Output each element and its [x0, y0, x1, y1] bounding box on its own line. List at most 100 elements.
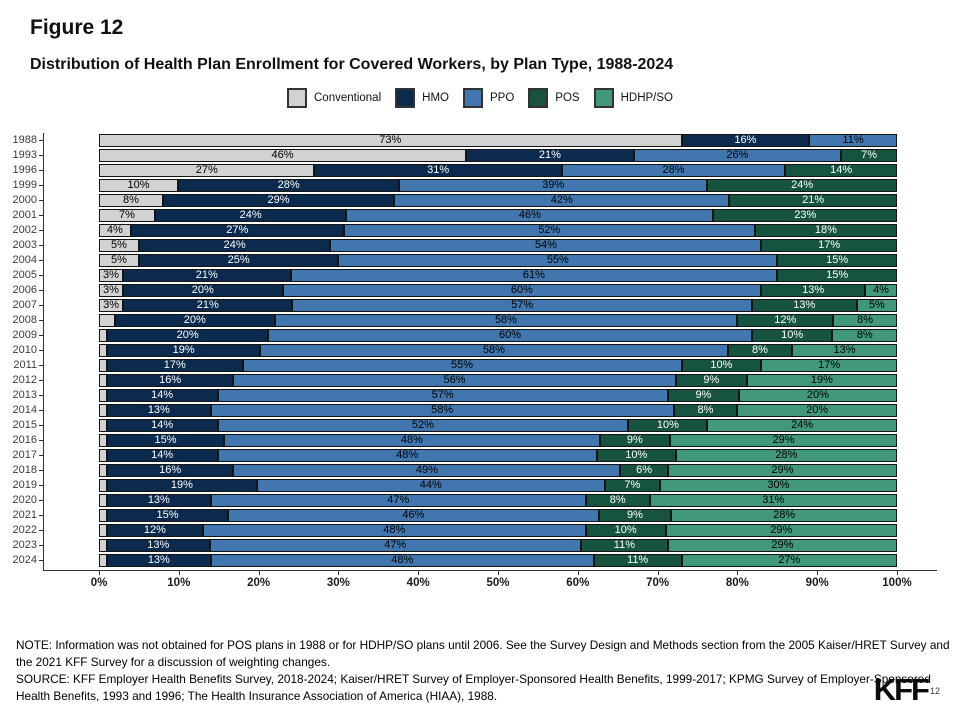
- y-axis-tick: [39, 380, 43, 381]
- bar-segment-pos: 8%: [585, 494, 650, 507]
- chart-row-1993: 1993 46% 21% 26% 7%: [0, 148, 960, 163]
- y-axis-tick: [39, 395, 43, 396]
- x-axis-tick: [897, 571, 898, 575]
- bar-segment-hmo: 13%: [106, 404, 211, 417]
- y-axis-tick: [39, 230, 43, 231]
- y-axis-tick: [39, 350, 43, 351]
- legend-swatch-hdhp-so: [593, 88, 614, 108]
- legend-label: PPO: [489, 92, 515, 104]
- bar-segment-hmo: 20%: [107, 329, 269, 342]
- bar-segment-hdhp-so: 8%: [832, 329, 897, 342]
- stacked-bar: 4% 27% 52% 18%: [99, 224, 897, 237]
- year-label: 1988: [12, 134, 37, 146]
- y-axis-tick: [39, 245, 43, 246]
- legend-item-hmo: HMO: [395, 88, 449, 108]
- x-axis-tick-label: 40%: [406, 577, 430, 589]
- bar-segment-hmo: 20%: [122, 284, 283, 297]
- year-label: 2024: [12, 554, 37, 566]
- bar-segment-pos: 13%: [761, 284, 866, 297]
- stacked-bar: 16% 56% 9% 19%: [99, 374, 897, 387]
- year-label: 2023: [12, 539, 37, 551]
- bar-segment-ppo: 48%: [217, 449, 597, 462]
- bar-segment-pos: 8%: [727, 344, 793, 357]
- bar-segment-hdhp-so: 29%: [670, 434, 897, 447]
- bar-segment-ppo: 57%: [292, 299, 752, 312]
- bar-segment-hdhp-so: 8%: [833, 314, 897, 327]
- bar-segment-hdhp-so: 20%: [737, 404, 897, 417]
- bar-segment-pos: 24%: [707, 179, 897, 192]
- stacked-bar: 73% 16% 11%: [99, 134, 897, 147]
- bar-segment-hmo: 21%: [466, 149, 634, 162]
- year-label: 2019: [12, 479, 37, 491]
- chart-legend: Conventional HMO PPO POS HDHP/SO: [0, 88, 960, 108]
- bar-segment-pos: 10%: [596, 449, 676, 462]
- y-axis-tick: [39, 545, 43, 546]
- chart-row-2015: 2015 14% 52% 10% 24%: [0, 418, 960, 433]
- x-axis-tick: [418, 571, 420, 575]
- bar-segment-pos: 13%: [751, 299, 857, 312]
- x-axis-tick-label: 60%: [566, 577, 590, 589]
- bar-segment-pos: 21%: [729, 194, 897, 207]
- chart-row-2010: 2010 19% 58% 8% 13%: [0, 343, 960, 358]
- y-axis-tick: [39, 500, 43, 501]
- bar-segment-pos: 9%: [675, 374, 747, 387]
- bar-segment-hmo: 13%: [106, 494, 211, 507]
- legend-label: Conventional: [314, 92, 382, 104]
- bar-segment-conventional: [99, 359, 107, 372]
- x-axis-tick-label: 0%: [90, 577, 108, 589]
- bar-segment-hmo: 21%: [122, 269, 291, 282]
- legend-item-conventional: Conventional: [287, 88, 381, 108]
- bar-segment-ppo: 54%: [330, 239, 762, 252]
- bar-segment-hmo: 14%: [106, 389, 218, 402]
- stacked-bar: 3% 21% 61% 15%: [99, 269, 897, 282]
- bar-segment-hmo: 28%: [178, 179, 400, 192]
- year-label: 2002: [12, 224, 37, 236]
- bar-segment-ppo: 42%: [394, 194, 730, 207]
- bar-segment-hmo: 21%: [123, 299, 293, 312]
- bar-segment-conventional: [99, 374, 107, 387]
- legend-label: POS: [555, 92, 580, 104]
- y-axis-tick: [39, 560, 43, 561]
- year-label: 2008: [12, 314, 37, 326]
- bar-segment-hmo: 16%: [106, 374, 234, 387]
- year-label: 2010: [12, 344, 37, 356]
- y-axis-tick: [39, 365, 43, 366]
- bar-segment-ppo: 49%: [233, 464, 621, 477]
- x-axis-tick: [817, 571, 819, 575]
- stacked-bar: 19% 44% 7% 30%: [99, 479, 897, 492]
- bar-segment-ppo: 56%: [233, 374, 676, 387]
- y-axis-tick: [39, 170, 43, 171]
- stacked-bar: 13% 47% 8% 31%: [99, 494, 897, 507]
- legend-swatch-conventional: [287, 88, 307, 108]
- stacked-bar: 5% 25% 55% 15%: [99, 254, 897, 267]
- stacked-bar: 14% 48% 10% 28%: [99, 449, 897, 462]
- chart-row-2001: 2001 7% 24% 46% 23%: [0, 208, 960, 223]
- bar-segment-pos: 11%: [580, 539, 668, 552]
- stacked-bar: 14% 52% 10% 24%: [99, 419, 897, 432]
- x-axis-tick: [498, 571, 499, 575]
- stacked-bar: 13% 48% 11% 27%: [99, 554, 897, 567]
- chart-row-2018: 2018 16% 49% 6% 29%: [0, 463, 960, 478]
- stacked-bar-chart: 1988 73% 16% 11% 1993 46% 21% 26% 7% 1996 27% 31% 28…: [0, 133, 960, 589]
- year-label: 2007: [12, 299, 37, 311]
- y-axis-tick: [39, 290, 43, 291]
- bar-segment-hmo: 17%: [106, 359, 243, 372]
- bar-segment-hmo: 12%: [106, 524, 203, 537]
- chart-row-1996: 1996 27% 31% 28% 14%: [0, 163, 960, 178]
- bar-segment-conventional: [99, 344, 108, 357]
- bar-segment-ppo: 60%: [268, 329, 752, 342]
- year-label: 2017: [12, 449, 37, 461]
- y-axis-tick: [39, 305, 43, 306]
- bar-segment-conventional: [99, 314, 115, 327]
- stacked-bar: 3% 20% 60% 13% 4%: [99, 284, 897, 297]
- year-label: 2006: [12, 284, 37, 296]
- bar-segment-conventional: [99, 434, 107, 447]
- x-axis-tick-label: 100%: [882, 577, 912, 589]
- bar-segment-ppo: 48%: [224, 434, 600, 447]
- bar-segment-pos: 14%: [785, 164, 897, 177]
- bar-segment-hmo: 31%: [314, 164, 562, 177]
- bar-segment-hdhp-so: 4%: [865, 284, 897, 297]
- legend-label: HDHP/SO: [620, 92, 673, 104]
- bar-segment-conventional: 8%: [99, 194, 163, 207]
- chart-row-2000: 2000 8% 29% 42% 21%: [0, 193, 960, 208]
